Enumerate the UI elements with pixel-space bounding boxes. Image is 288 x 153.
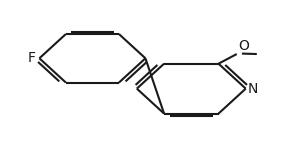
Text: F: F — [28, 51, 36, 65]
Text: O: O — [238, 39, 249, 53]
Text: N: N — [248, 82, 258, 96]
